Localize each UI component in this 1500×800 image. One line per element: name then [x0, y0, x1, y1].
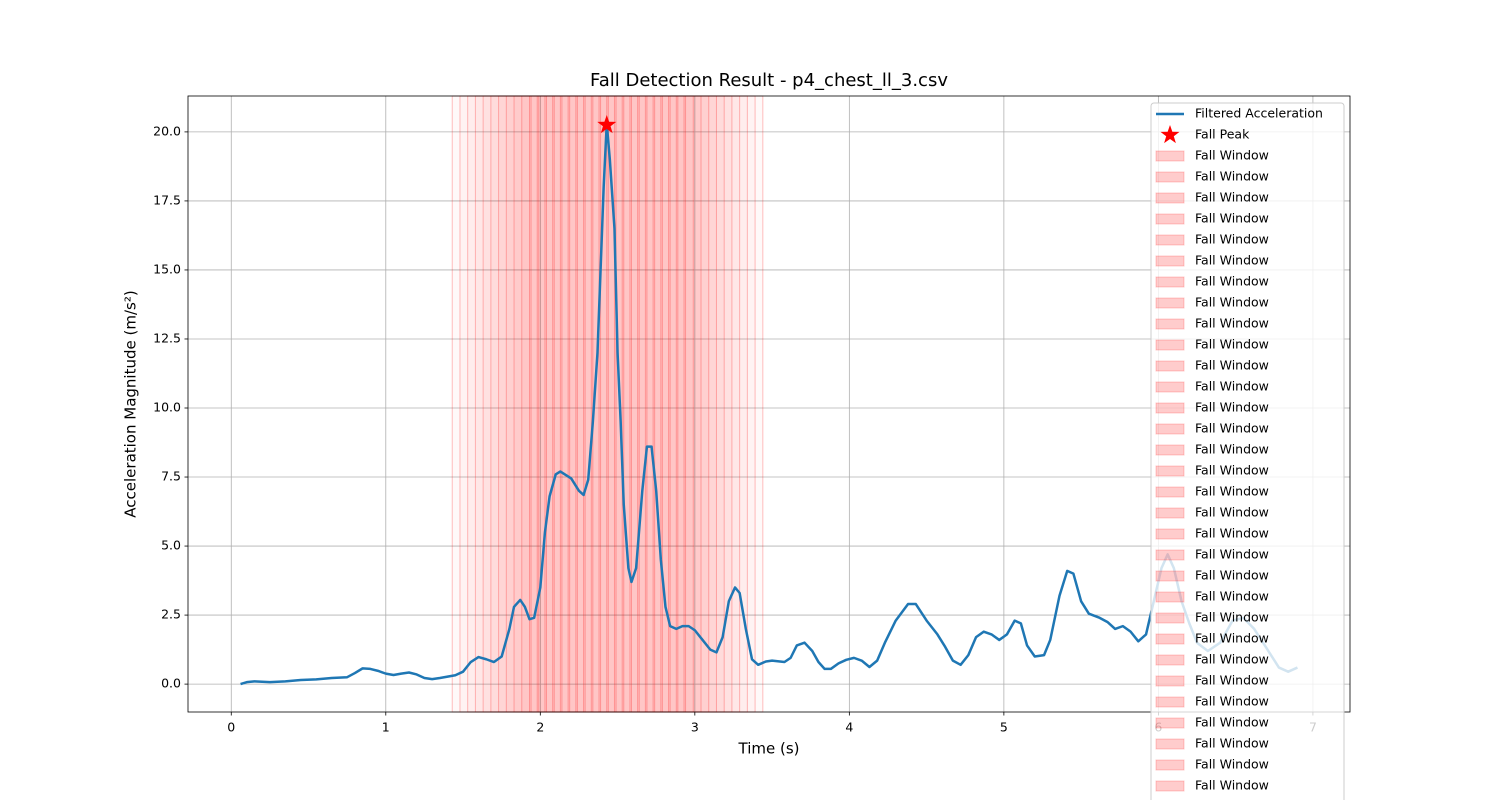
- legend-label: Fall Window: [1195, 757, 1269, 772]
- legend-swatch: [1155, 654, 1185, 666]
- legend-swatch: [1155, 717, 1185, 729]
- plot-frame: [187, 95, 1351, 713]
- legend-label: Fall Window: [1195, 463, 1269, 478]
- legend-label: Filtered Acceleration: [1195, 106, 1323, 121]
- y-tick-label: 10.0: [153, 400, 181, 415]
- legend-swatch: [1155, 192, 1185, 204]
- legend-swatch: [1155, 444, 1185, 456]
- legend-label: Fall Window: [1195, 715, 1269, 730]
- legend-swatch: [1155, 612, 1185, 624]
- x-tick-label: 2: [536, 720, 544, 735]
- legend-label: Fall Window: [1195, 274, 1269, 289]
- legend-swatch: [1155, 150, 1185, 162]
- legend-swatch: [1155, 213, 1185, 225]
- legend-swatch: [1155, 528, 1185, 540]
- chart-title: Fall Detection Result - p4_chest_ll_3.cs…: [590, 70, 948, 91]
- x-tick-label: 0: [227, 720, 235, 735]
- legend-label: Fall Window: [1195, 505, 1269, 520]
- legend-box: [1150, 102, 1345, 800]
- legend-label: Fall Window: [1195, 316, 1269, 331]
- legend-label: Fall Window: [1195, 778, 1269, 793]
- legend-swatch: [1155, 696, 1185, 708]
- legend-swatch: [1155, 171, 1185, 183]
- peak-marker: [597, 114, 617, 134]
- y-tick-label: 0.0: [161, 676, 181, 691]
- legend-swatch: [1155, 360, 1185, 372]
- legend-star: [1160, 125, 1180, 144]
- x-axis-label: Time (s): [738, 740, 800, 758]
- legend-swatch: [1155, 318, 1185, 330]
- legend-label: Fall Window: [1195, 358, 1269, 373]
- legend-label: Fall Window: [1195, 400, 1269, 415]
- fall-window: [683, 95, 764, 713]
- legend-label: Fall Window: [1195, 652, 1269, 667]
- legend-swatch: [1155, 381, 1185, 393]
- legend-swatch: [1155, 549, 1185, 561]
- legend-swatch: [1155, 591, 1185, 603]
- legend-label: Fall Window: [1195, 547, 1269, 562]
- x-tick-label: 5: [1000, 720, 1008, 735]
- legend-swatch: [1155, 738, 1185, 750]
- legend-swatch: [1155, 423, 1185, 435]
- legend-label: Fall Window: [1195, 421, 1269, 436]
- legend-label: Fall Window: [1195, 190, 1269, 205]
- legend-swatch: [1155, 780, 1185, 792]
- y-axis-label: Acceleration Magnitude (m/s²): [122, 290, 140, 517]
- legend-label: Fall Window: [1195, 232, 1269, 247]
- legend-label: Fall Window: [1195, 568, 1269, 583]
- legend: Filtered Acceleration Fall Peak Fall Windo…: [1150, 102, 1345, 800]
- legend-label: Fall Window: [1195, 484, 1269, 499]
- legend-label: Fall Window: [1195, 610, 1269, 625]
- legend-label: Fall Window: [1195, 169, 1269, 184]
- legend-swatch: [1155, 297, 1185, 309]
- legend-swatch: [1155, 234, 1185, 246]
- legend-label: Fall Window: [1195, 253, 1269, 268]
- legend-swatch: [1155, 339, 1185, 351]
- legend-label: Fall Window: [1195, 526, 1269, 541]
- y-tick-label: 12.5: [153, 330, 181, 345]
- y-tick-label: 7.5: [161, 469, 181, 484]
- legend-label: Fall Window: [1195, 337, 1269, 352]
- legend-swatch: [1155, 507, 1185, 519]
- legend-label: Fall Window: [1195, 736, 1269, 751]
- legend-label: Fall Window: [1195, 442, 1269, 457]
- legend-swatch: [1155, 486, 1185, 498]
- legend-swatch: [1155, 570, 1185, 582]
- x-tick-label: 4: [845, 720, 853, 735]
- legend-label: Fall Window: [1195, 379, 1269, 394]
- legend-label: Fall Window: [1195, 631, 1269, 646]
- legend-label: Fall Window: [1195, 295, 1269, 310]
- legend-swatch: [1155, 255, 1185, 267]
- y-tick-label: 5.0: [161, 538, 181, 553]
- legend-swatch: [1155, 276, 1185, 288]
- legend-label: Fall Window: [1195, 211, 1269, 226]
- legend-swatch: [1155, 465, 1185, 477]
- x-tick-label: 3: [691, 720, 699, 735]
- y-tick-label: 2.5: [161, 607, 181, 622]
- legend-label: Fall Window: [1195, 589, 1269, 604]
- legend-swatch: [1155, 759, 1185, 771]
- legend-label: Fall Peak: [1195, 127, 1250, 142]
- legend-swatch: [1155, 402, 1185, 414]
- legend-label: Fall Window: [1195, 673, 1269, 688]
- legend-swatch: [1155, 633, 1185, 645]
- y-tick-label: 20.0: [153, 123, 181, 138]
- data-line: [240, 122, 1298, 686]
- y-tick-label: 17.5: [153, 192, 181, 207]
- legend-swatch: [1155, 675, 1185, 687]
- legend-label: Fall Window: [1195, 694, 1269, 709]
- y-tick-label: 15.0: [153, 261, 181, 276]
- x-tick-label: 1: [382, 720, 390, 735]
- legend-label: Fall Window: [1195, 148, 1269, 163]
